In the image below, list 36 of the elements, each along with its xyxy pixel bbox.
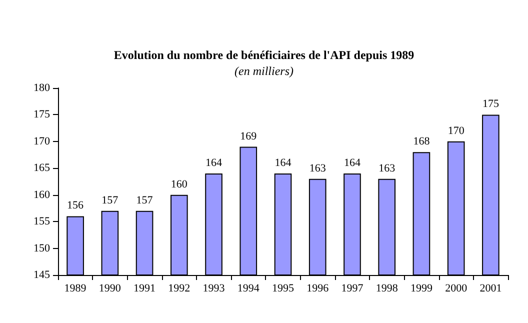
x-tick-label: 1995 xyxy=(272,282,294,294)
chart-subtitle: (en milliers) xyxy=(234,64,294,78)
x-tick-label: 2000 xyxy=(445,282,468,294)
data-label: 157 xyxy=(102,194,119,206)
data-label: 164 xyxy=(274,156,292,169)
x-tick-label: 1991 xyxy=(134,282,156,294)
data-label: 175 xyxy=(482,98,500,110)
y-tick-label: 150 xyxy=(34,242,50,254)
data-label: 160 xyxy=(170,178,188,190)
y-tick-label: 155 xyxy=(34,216,50,228)
y-tick-label: 160 xyxy=(34,188,50,201)
x-tick-label: 2001 xyxy=(480,282,502,294)
data-label: 168 xyxy=(413,136,430,148)
x-tick-label: 1994 xyxy=(237,282,260,294)
data-label: 164 xyxy=(344,156,361,169)
chart-title: Evolution du nombre de bénéficiaires de l'API depuis 1989 xyxy=(114,48,414,62)
data-label: 163 xyxy=(378,162,396,174)
data-label: 157 xyxy=(136,194,154,206)
data-label: 164 xyxy=(206,156,223,169)
data-label: 170 xyxy=(448,124,465,137)
data-label: 156 xyxy=(67,200,84,212)
y-tick-label: 180 xyxy=(34,82,50,94)
x-tick-label: 1992 xyxy=(168,282,190,294)
x-tick-label: 1993 xyxy=(202,282,226,294)
x-tick-label: 1996 xyxy=(306,282,330,294)
x-tick-label: 1998 xyxy=(376,282,398,294)
x-tick-label: 1990 xyxy=(98,282,122,294)
y-tick-label: 145 xyxy=(34,269,50,281)
y-tick-label: 165 xyxy=(34,162,50,174)
data-label: 163 xyxy=(309,162,326,174)
y-tick-label: 175 xyxy=(34,108,50,121)
x-tick-label: 1989 xyxy=(64,282,87,294)
x-tick-label: 1997 xyxy=(341,282,364,294)
data-label: 169 xyxy=(240,130,258,142)
x-tick-label: 1999 xyxy=(410,282,433,294)
y-tick-label: 170 xyxy=(34,135,50,148)
